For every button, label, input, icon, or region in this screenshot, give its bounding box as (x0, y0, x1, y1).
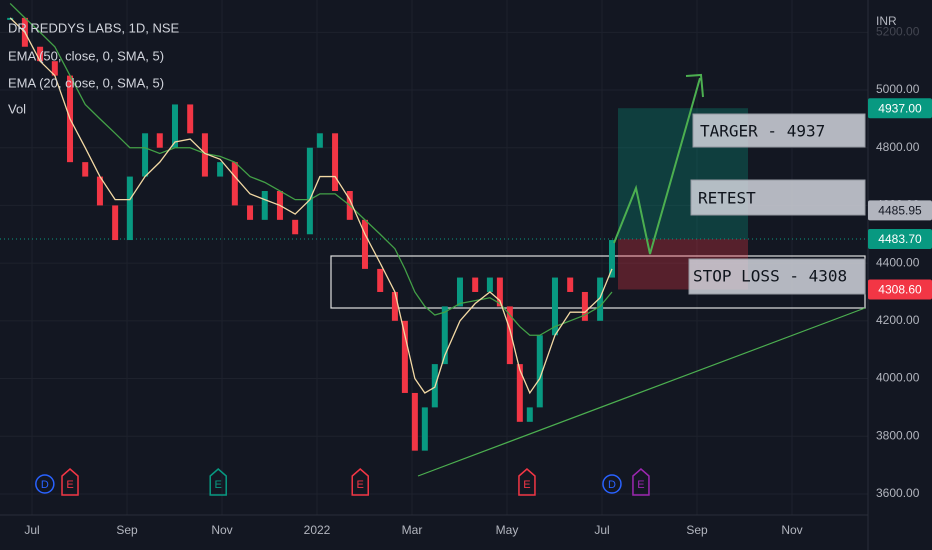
indicator-label: Vol (8, 101, 26, 116)
candle (171, 104, 178, 148)
candle (187, 104, 194, 134)
candle (516, 364, 523, 422)
y-tick-label: 5000.00 (876, 82, 920, 96)
candle (96, 176, 103, 206)
candle (597, 277, 604, 321)
chart-title: DR REDDYS LABS, 1D, NSE (8, 20, 180, 35)
x-tick-label: Sep (116, 523, 138, 537)
event-icon (632, 468, 650, 496)
candle (361, 219, 368, 269)
price-tag (868, 98, 932, 119)
y-tick-label: 4400.00 (876, 255, 920, 269)
x-tick-label: Mar (402, 523, 423, 537)
price-tag (868, 228, 932, 249)
stoploss-label: STOP LOSS - 4308 (693, 267, 847, 286)
candle (261, 190, 268, 220)
event-icon (602, 474, 622, 494)
stoploss-label-box (688, 258, 866, 295)
candle (292, 219, 299, 235)
event-label: D (41, 479, 49, 491)
y-tick-label: 4000.00 (876, 371, 920, 385)
candle (551, 277, 558, 336)
projection-path (613, 77, 701, 255)
candle (82, 162, 89, 177)
target-label-box (692, 113, 866, 148)
y-tick-label: 3800.00 (876, 428, 920, 442)
candle (496, 277, 503, 307)
price-tag-label: 4308.60 (878, 283, 922, 297)
event-label: E (215, 479, 222, 491)
candle (37, 46, 44, 62)
arrow-head (685, 73, 704, 98)
candle (332, 133, 339, 191)
x-tick-label: Nov (781, 523, 802, 537)
candle (306, 147, 313, 235)
candle (608, 240, 615, 278)
indicator-label: EMA (20, close, 0, SMA, 5) (8, 75, 164, 90)
candle (581, 291, 588, 321)
price-tag-label: 4483.70 (878, 232, 922, 246)
event-icon (351, 468, 369, 496)
x-tick-label: 2022 (304, 523, 331, 537)
price-tag (868, 200, 932, 221)
candle (567, 277, 574, 292)
event-label: E (66, 479, 73, 491)
event-label: E (523, 479, 530, 491)
event-label: D (608, 479, 616, 491)
candle (112, 205, 119, 241)
price-tag (868, 279, 932, 300)
indicator-label: EMA (50, close, 0, SMA, 5) (8, 48, 164, 63)
candle (401, 320, 408, 393)
candle (411, 392, 418, 451)
y-tick-label: 3600.00 (876, 486, 920, 500)
x-tick-label: May (496, 523, 519, 537)
event-icon (518, 468, 536, 496)
y-tick-label: 4800.00 (876, 140, 920, 154)
ema-line (9, 2, 613, 336)
candle (247, 205, 254, 220)
candle (7, 17, 14, 20)
candle (201, 133, 208, 177)
candle (536, 335, 543, 408)
candle (526, 407, 533, 422)
candle (231, 162, 238, 206)
candle (441, 306, 448, 365)
target-label: TARGER - 4937 (700, 122, 825, 141)
candle (377, 268, 384, 292)
x-tick-label: Nov (211, 523, 232, 537)
y-tick-label: 5200.00 (876, 24, 920, 38)
event-label: E (357, 479, 364, 491)
price-tag-label: 4937.00 (878, 101, 922, 115)
candle (421, 407, 428, 451)
candle (472, 277, 479, 292)
candle (217, 162, 224, 177)
retest-label-box (690, 179, 866, 216)
event-icon (35, 474, 55, 494)
event-label: E (637, 479, 644, 491)
candle (391, 291, 398, 321)
candle (506, 306, 513, 365)
candle (51, 61, 58, 76)
candle (156, 133, 163, 148)
ema-line (9, 17, 613, 395)
retest-label: RETEST (698, 189, 756, 208)
candle (486, 277, 493, 292)
event-icon (61, 468, 79, 496)
candle (142, 133, 149, 177)
candle (126, 176, 133, 241)
currency-label: INR (876, 14, 897, 28)
candle (456, 277, 463, 307)
trend-line (417, 307, 866, 477)
price-tag-label: 4485.95 (878, 204, 922, 218)
event-icon (209, 468, 227, 496)
candle (316, 133, 323, 148)
y-tick-label: 4200.00 (876, 313, 920, 327)
x-tick-label: Sep (686, 523, 708, 537)
x-tick-label: Jul (24, 523, 39, 537)
x-tick-label: Jul (594, 523, 609, 537)
